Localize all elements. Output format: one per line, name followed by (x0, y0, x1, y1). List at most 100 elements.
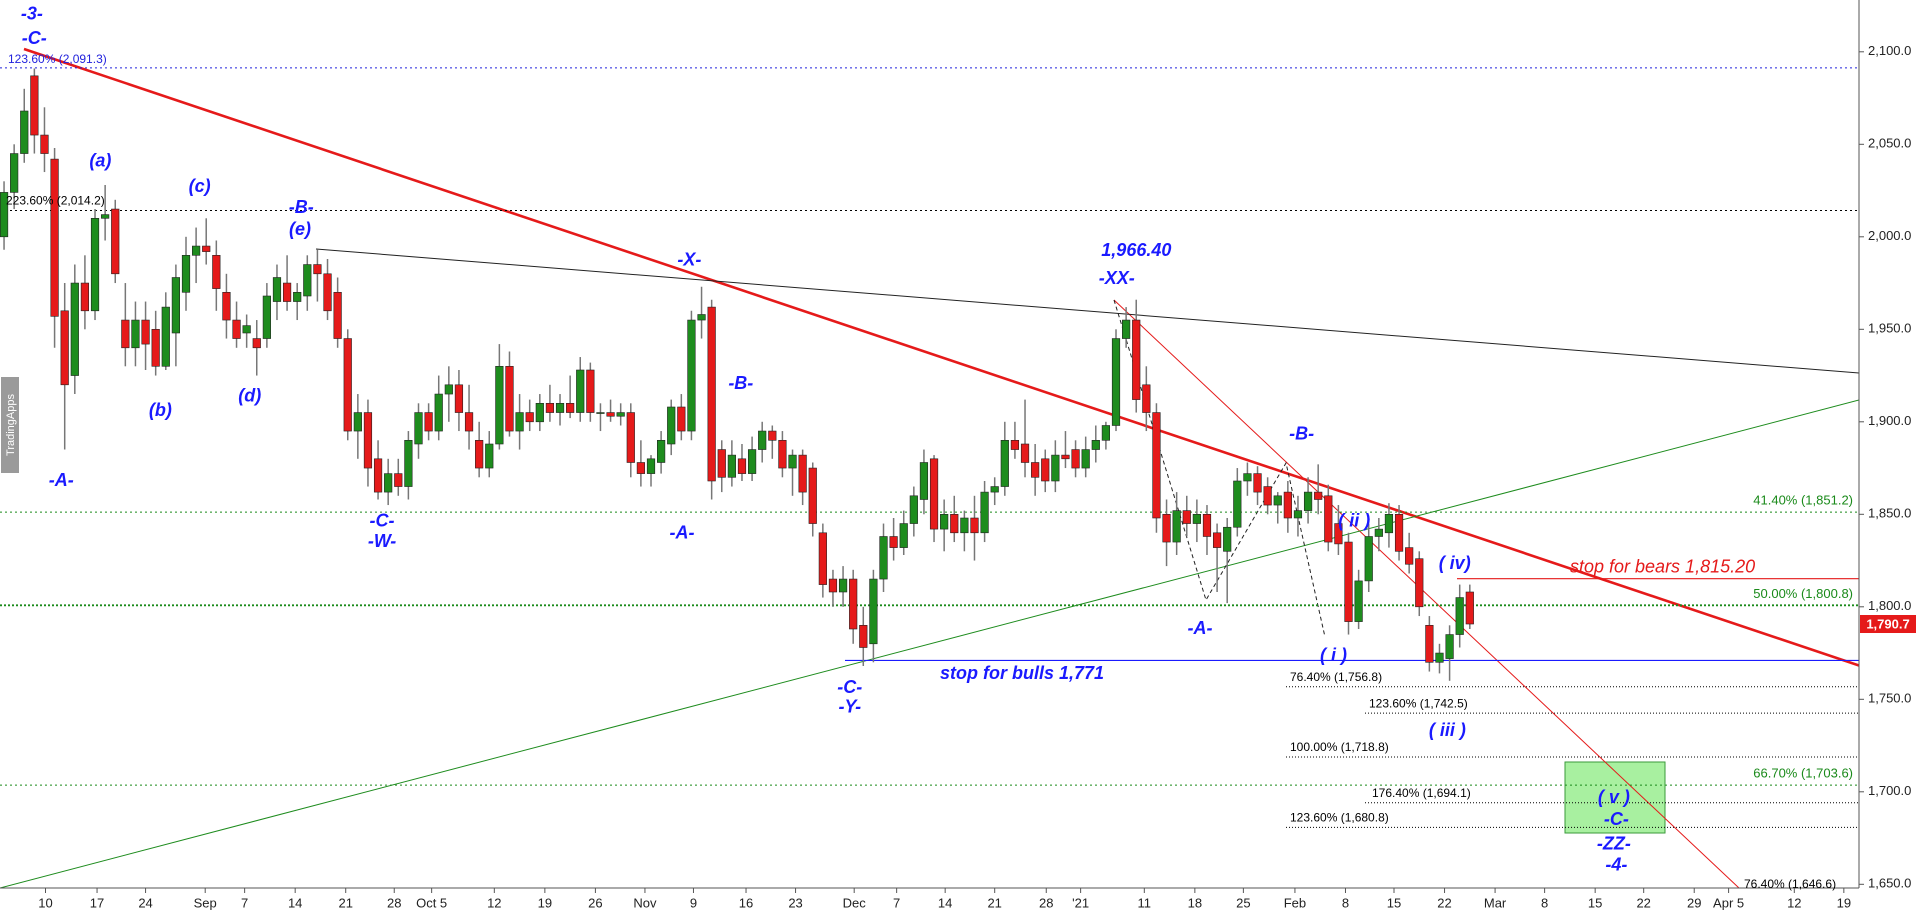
candle-body (737, 458, 747, 474)
y-tick-label: 1,950.0 (1868, 321, 1911, 336)
x-tick-label: 19 (538, 895, 552, 910)
level-label: 41.40% (1,851.2) (1753, 493, 1853, 508)
candle-body (1344, 541, 1353, 622)
wave-label: ( v ) (1598, 787, 1630, 807)
candle-body (727, 454, 736, 478)
candle-body (1081, 449, 1090, 469)
candle-body (838, 578, 848, 593)
watermark-group: TradingApps (1, 377, 19, 473)
x-tick-label: 21 (987, 895, 1001, 910)
wave-label: (b) (149, 400, 172, 420)
candle-body (960, 517, 969, 534)
candle-body (101, 214, 110, 219)
candle-body (161, 306, 170, 367)
candle-body (707, 306, 716, 482)
candle-body (303, 264, 312, 297)
candle-body (1233, 480, 1242, 528)
level-label: 123.60% (2,091.3) (8, 52, 107, 66)
candle-body (687, 319, 696, 432)
x-tick-label: Feb (1284, 895, 1306, 910)
wave-label: (d) (238, 385, 261, 405)
x-tick-label: 25 (1236, 895, 1250, 910)
candle-body (40, 134, 49, 154)
wave-label: ( i ) (1320, 645, 1347, 665)
candle-body (181, 255, 191, 293)
candle-body (717, 449, 726, 478)
x-tick-label: 17 (90, 895, 104, 910)
candle-body (414, 412, 423, 445)
y-tick-label: 1,650.0 (1868, 876, 1911, 891)
wave-label: -4- (1605, 854, 1627, 874)
candle-body (262, 295, 271, 339)
candle-body (10, 153, 19, 193)
candle-body (555, 402, 565, 413)
trendline (315, 248, 1859, 374)
candle-body (1455, 597, 1464, 635)
candle-body (758, 430, 767, 450)
y-tick-label: 1,850.0 (1868, 506, 1911, 521)
candle-body (70, 282, 79, 376)
wave-label: ( iii ) (1429, 720, 1466, 740)
x-tick-label: 14 (938, 895, 952, 910)
candle-body (909, 495, 918, 524)
candle-body (616, 412, 625, 417)
candle-body (141, 319, 150, 345)
candle-body (1000, 439, 1009, 487)
candle-body (353, 412, 362, 432)
candle-body (444, 384, 453, 395)
candle-body (495, 365, 504, 445)
candle-body (1111, 338, 1121, 426)
candle-body (0, 192, 9, 238)
candle-body (1324, 495, 1333, 543)
candle-body (30, 75, 39, 136)
x-tick-label: Oct 5 (416, 895, 447, 910)
wave-label: -X- (677, 250, 701, 270)
candle-body (1071, 449, 1080, 469)
candle-body (1273, 495, 1282, 506)
y-tick-label: 1,800.0 (1868, 598, 1911, 613)
y-tick-label: 1,750.0 (1868, 691, 1911, 706)
candle-body (1415, 558, 1424, 608)
candle-body (1162, 513, 1171, 543)
level-label: 123.60% (1,742.5) (1369, 696, 1468, 710)
x-tick-label: 11 (1138, 895, 1152, 910)
candle-body (1283, 491, 1292, 519)
candle-body (293, 291, 302, 302)
candle-body (1101, 425, 1110, 441)
x-tick-label: Mar (1484, 895, 1507, 910)
candle-body (192, 245, 201, 256)
candle-body (1445, 634, 1454, 659)
wave-label: -C- (22, 28, 47, 48)
candle-body (475, 439, 484, 469)
candle-body (313, 264, 322, 275)
candle-body (131, 319, 140, 349)
wave-label: -C- (837, 677, 862, 697)
candle-body (849, 578, 858, 630)
candle-body (1031, 462, 1040, 478)
candle-body (586, 369, 595, 413)
wave-label: (e) (289, 219, 311, 239)
y-tick-label: 1,900.0 (1868, 413, 1911, 428)
level-label: stop for bears 1,815.20 (1570, 556, 1755, 576)
candle-body (970, 517, 979, 534)
candle-body (889, 536, 898, 548)
candle-body (111, 208, 120, 275)
candle-body (1172, 510, 1181, 543)
candle-body (1354, 580, 1363, 622)
level-label: 123.60% (1,680.8) (1290, 810, 1389, 824)
candle-body (121, 319, 130, 349)
candle-body (1202, 513, 1212, 537)
candle-body (1041, 458, 1050, 482)
candle-body (1263, 486, 1272, 506)
candle-body (606, 412, 615, 417)
candle-body (282, 282, 292, 302)
wave-label: (c) (189, 176, 211, 196)
x-tick-label: 12 (1787, 895, 1801, 910)
candle-body (636, 462, 645, 474)
candle-body (272, 277, 282, 302)
candle-body (323, 273, 332, 312)
candle-body (1374, 528, 1383, 537)
candle-body (1293, 510, 1303, 519)
candle-body (384, 473, 393, 493)
